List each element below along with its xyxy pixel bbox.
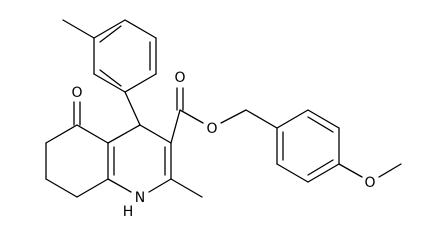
atom-label: N bbox=[135, 190, 145, 206]
atom-label: O bbox=[174, 70, 185, 86]
atom-label: O bbox=[71, 85, 82, 101]
atom-label: O bbox=[206, 121, 217, 137]
atom-label: H bbox=[123, 204, 134, 220]
atom-label: O bbox=[364, 175, 375, 191]
molecule-diagram: O O O O N H bbox=[45, 19, 402, 220]
bonds bbox=[45, 19, 402, 198]
